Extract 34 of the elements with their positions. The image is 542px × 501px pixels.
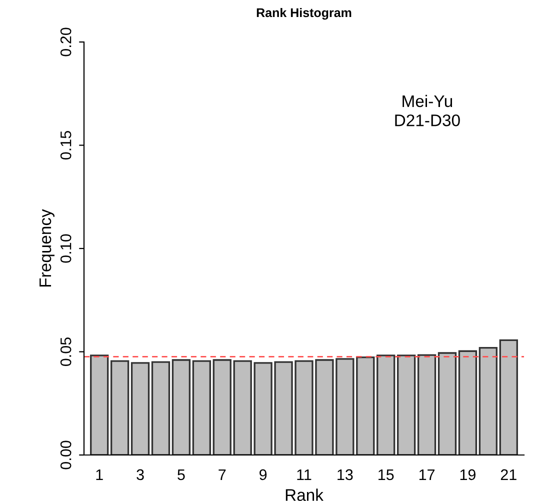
x-tick-label: 15 — [378, 469, 394, 480]
y-tick-label: 0.15 — [60, 131, 72, 160]
x-tick-label: 21 — [500, 469, 516, 480]
y-tick-label: 0.20 — [60, 28, 72, 56]
x-tick-label: 3 — [136, 469, 144, 480]
x-axis-title: Rank — [286, 488, 324, 501]
x-tick-label: 5 — [178, 469, 185, 480]
x-tick-label: 9 — [260, 469, 267, 480]
bar — [212, 359, 232, 455]
bar — [499, 339, 518, 455]
bar — [478, 346, 498, 455]
bar — [376, 354, 396, 455]
bar — [110, 360, 130, 455]
y-axis-title: Frequency — [40, 209, 54, 286]
bar — [192, 360, 211, 455]
y-tick-label: 0.05 — [60, 338, 72, 366]
annotation: Mei-Yu D21-D30 — [395, 94, 460, 126]
y-tick-label: 0.00 — [60, 440, 72, 470]
chart-title: Rank Histogram — [256, 8, 352, 20]
bar — [172, 359, 191, 455]
bar — [438, 352, 457, 455]
bar — [397, 354, 416, 455]
bar — [458, 350, 478, 455]
bar — [151, 361, 170, 455]
x-tick-label: 1 — [96, 469, 103, 480]
bar — [130, 362, 150, 455]
x-tick-label: 7 — [218, 469, 226, 480]
y-tick-label: 0.10 — [60, 234, 72, 263]
bar — [417, 354, 436, 455]
x-tick-label: 11 — [297, 469, 312, 480]
x-tick-label: 19 — [460, 469, 476, 480]
x-tick-label: 13 — [338, 469, 353, 480]
x-tick-label: 17 — [419, 469, 435, 480]
bar — [90, 354, 109, 455]
